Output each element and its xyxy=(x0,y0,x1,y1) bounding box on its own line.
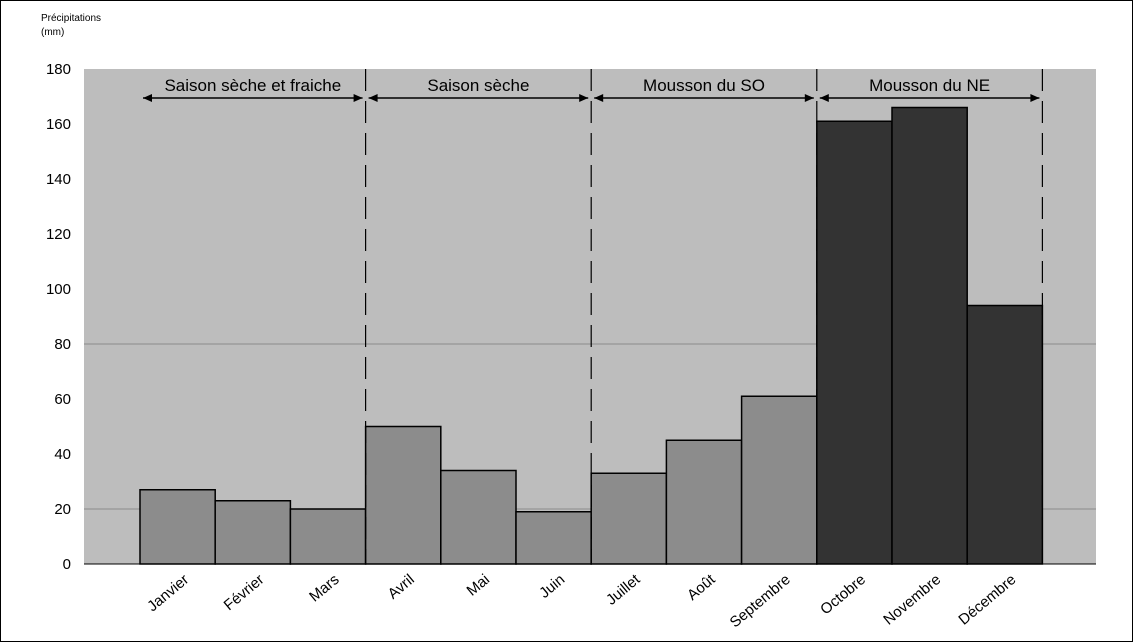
season-arrow-head-left xyxy=(594,94,604,102)
x-tick-label: Janvier xyxy=(144,571,192,615)
bar xyxy=(440,469,517,565)
season-arrow-head-left xyxy=(143,94,152,102)
y-tick-label: 160 xyxy=(46,116,71,133)
season-arrow-head-left xyxy=(368,94,378,102)
season-arrow-head-right xyxy=(579,94,589,102)
x-tick-label: Mars xyxy=(306,571,342,605)
season-arrow-head-left xyxy=(819,94,829,102)
y-tick-label: 60 xyxy=(54,391,71,408)
y-tick-label: 80 xyxy=(54,336,71,353)
y-tick-label: 180 xyxy=(46,61,71,78)
season-arrow-head-right xyxy=(804,94,814,102)
bar xyxy=(364,425,442,565)
season-label: Mousson du SO xyxy=(643,76,765,95)
season-arrow-head-right xyxy=(1030,94,1040,102)
bar xyxy=(665,439,743,565)
y-tick-label: 100 xyxy=(46,281,71,298)
x-tick-label: Octobre xyxy=(817,571,869,618)
x-tick-label: Août xyxy=(684,571,719,604)
y-axis-label-line2: (mm) xyxy=(41,27,64,38)
y-tick-label: 40 xyxy=(54,446,71,463)
y-tick-label: 120 xyxy=(46,226,71,243)
x-tick-label: Décembre xyxy=(955,571,1019,629)
season-label: Saison sèche xyxy=(427,76,529,95)
bar xyxy=(214,500,292,565)
bar xyxy=(740,395,818,565)
x-tick-label: Septembre xyxy=(727,571,794,631)
x-tick-label: Juin xyxy=(536,571,568,602)
bar xyxy=(139,489,216,565)
x-tick-label: Avril xyxy=(385,571,418,603)
bar xyxy=(891,106,968,565)
y-axis-label-line1: Précipitations xyxy=(41,13,101,24)
bar xyxy=(289,508,367,565)
bar xyxy=(966,304,1044,565)
season-label: Mousson du NE xyxy=(869,76,990,95)
bar xyxy=(816,120,893,565)
x-tick-label: Novembre xyxy=(880,571,944,629)
y-tick-label: 20 xyxy=(54,501,71,518)
season-arrow-head-right xyxy=(353,94,363,102)
bar xyxy=(515,511,592,565)
x-tick-label: Mai xyxy=(464,571,493,600)
bar xyxy=(590,472,668,565)
y-tick-label: 0 xyxy=(63,556,71,573)
x-tick-label: Février xyxy=(221,571,268,614)
x-tick-label: Juillet xyxy=(603,571,644,609)
y-tick-label: 140 xyxy=(46,171,71,188)
season-label: Saison sèche et fraiche xyxy=(164,76,341,95)
